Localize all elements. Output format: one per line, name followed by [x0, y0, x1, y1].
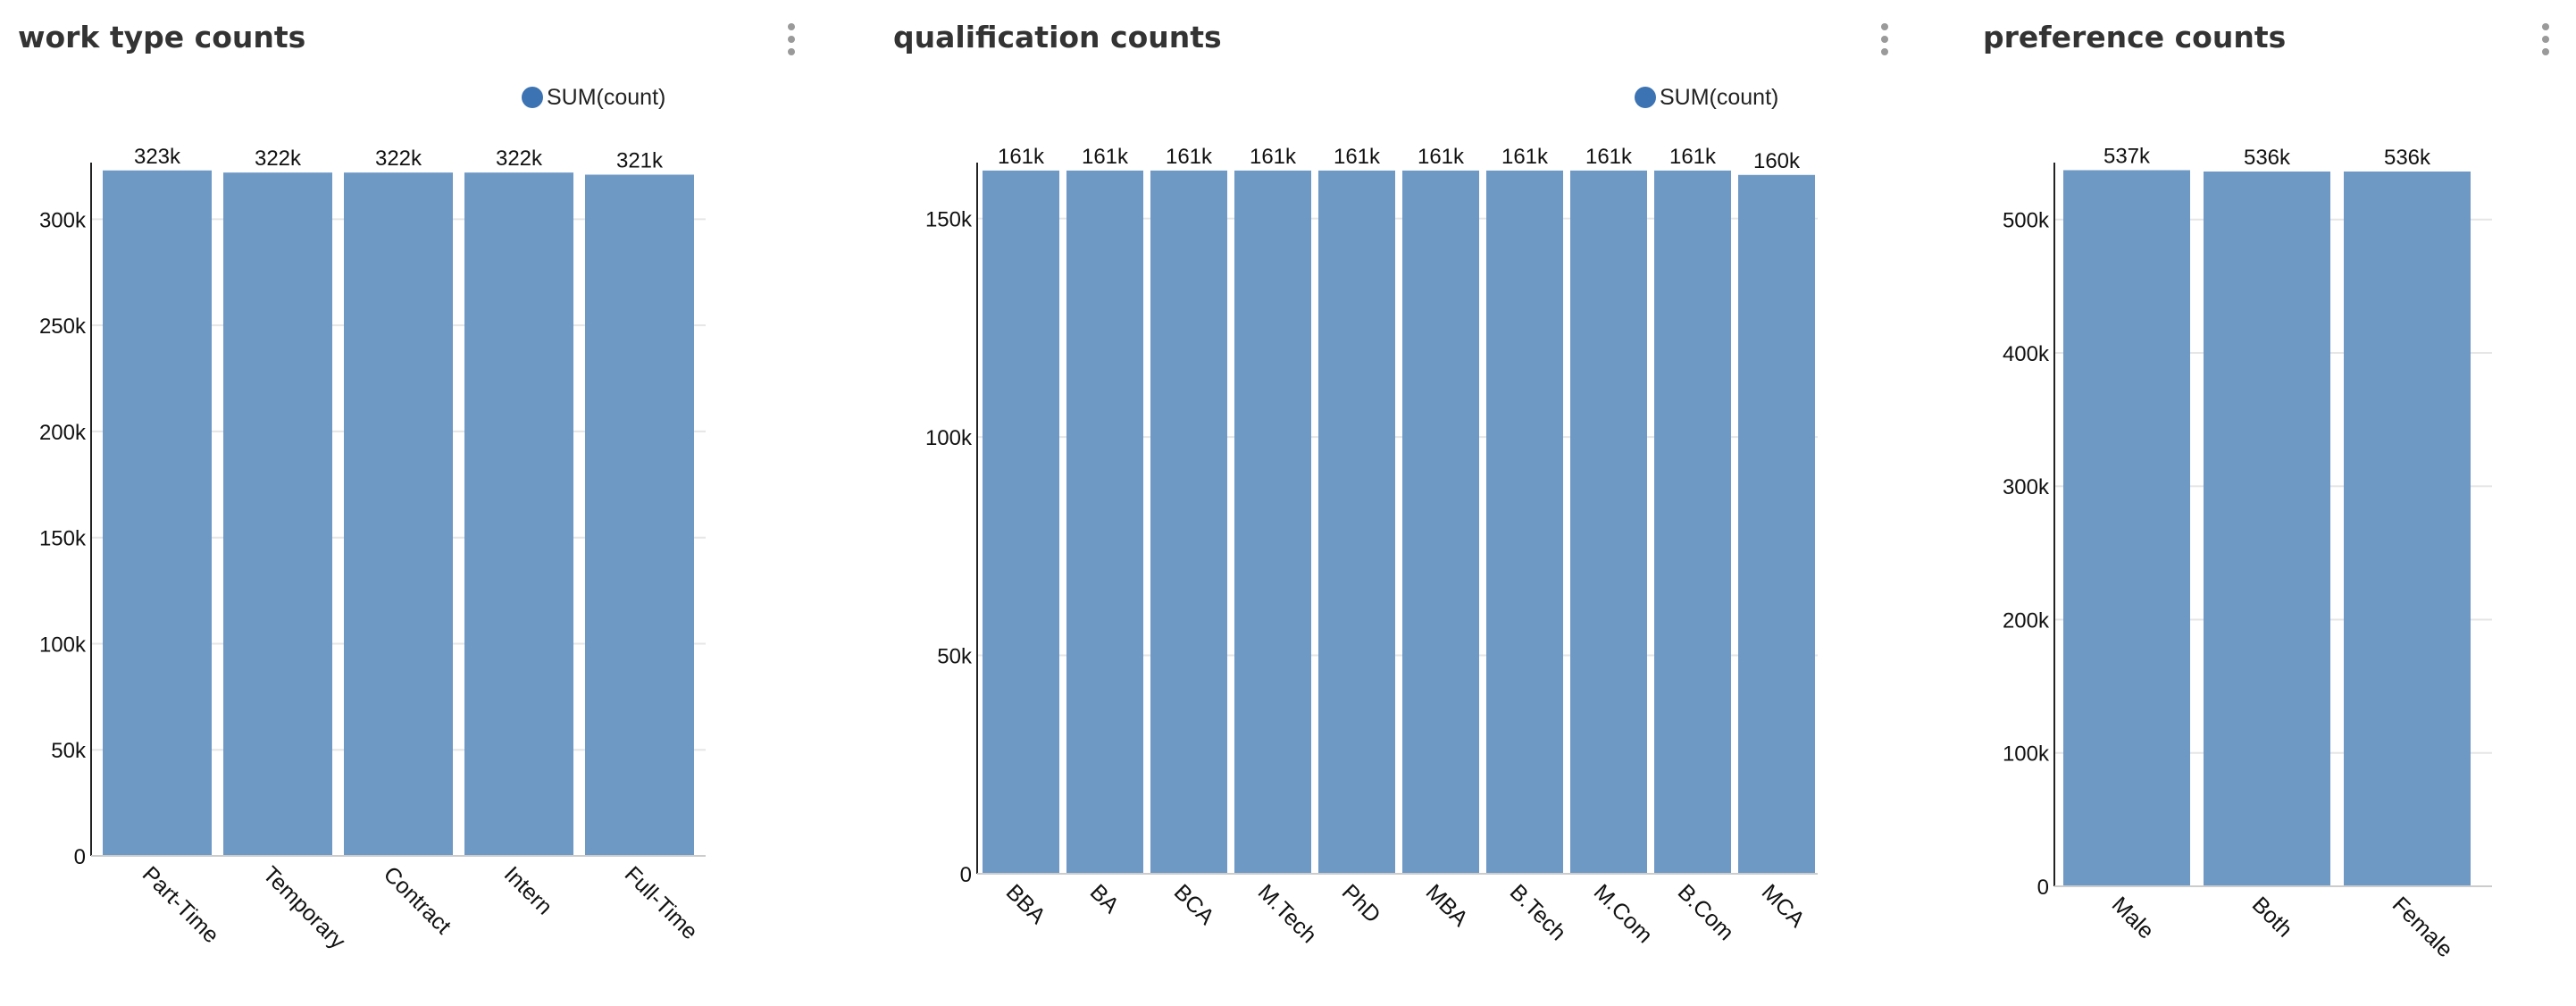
menu-dot	[788, 36, 795, 43]
kebab-menu-icon[interactable]	[782, 23, 800, 57]
data-label: 161k	[1501, 145, 1549, 169]
bar[interactable]	[2063, 170, 2190, 886]
y-tick-label: 100k	[925, 426, 973, 450]
bar-chart: 0 100k 200k 300k 400k 500k 537k 536k 536k Male Bot…	[2003, 144, 2492, 962]
bar[interactable]	[464, 172, 573, 856]
x-tick-label: Both	[2247, 892, 2297, 942]
x-tick-label: PhD	[1337, 879, 1385, 927]
legend-label: SUM(count)	[1660, 84, 1779, 110]
panel-title: qualification counts	[893, 20, 1222, 54]
y-tick-label: 100k	[2003, 742, 2050, 767]
bar[interactable]	[2344, 171, 2471, 887]
menu-dot	[1881, 48, 1888, 55]
legend-dot-icon	[522, 87, 543, 108]
menu-dot	[1881, 23, 1888, 30]
bar[interactable]	[1486, 170, 1563, 874]
legend-label: SUM(count)	[547, 84, 666, 110]
menu-dot	[2542, 36, 2549, 43]
bar[interactable]	[1738, 174, 1815, 874]
data-label: 161k	[1418, 145, 1465, 169]
bar-chart: 0 50k 100k 150k 200k 250k 300k 323k 322k 322k 322k…	[39, 145, 706, 954]
legend-dot-icon	[1635, 87, 1656, 108]
bar[interactable]	[1654, 170, 1731, 874]
work-type-panel: work type counts SUM(count) 0 50k 100k 150k…	[0, 0, 875, 1006]
data-label: 322k	[496, 147, 543, 171]
y-tick-label: 300k	[2003, 475, 2050, 499]
panel-title: preference counts	[1983, 20, 2287, 54]
bar[interactable]	[1066, 170, 1143, 874]
menu-dot	[2542, 23, 2549, 30]
y-tick-label: 0	[2037, 876, 2049, 900]
x-tick-label: MBA	[1421, 879, 1473, 931]
y-tick-label: 400k	[2003, 342, 2050, 366]
menu-dot	[2542, 48, 2549, 55]
x-tick-label: Full-Time	[620, 861, 703, 944]
bar-chart: 0 50k 100k 150k 161k 161k 161k 161k 161k 161k 161k…	[925, 145, 1818, 948]
data-label: 161k	[1334, 145, 1381, 169]
x-tick-label: Male	[2107, 892, 2159, 943]
bar[interactable]	[344, 172, 453, 856]
x-tick-label: B.Com	[1673, 879, 1739, 945]
bar[interactable]	[983, 170, 1059, 874]
x-tick-label: Part-Time	[138, 861, 224, 948]
y-tick-label: 100k	[39, 633, 87, 657]
data-label: 161k	[1585, 145, 1633, 169]
data-label: 536k	[2384, 146, 2431, 170]
bar[interactable]	[1318, 170, 1395, 874]
panel-title: work type counts	[18, 20, 306, 54]
y-tick-label: 150k	[925, 208, 973, 232]
menu-dot	[788, 48, 795, 55]
preference-panel: preference counts 0 100k 200k 300k 400k 500k 5…	[1965, 0, 2576, 1006]
bar[interactable]	[223, 172, 332, 856]
legend[interactable]: SUM(count)	[1635, 82, 1778, 113]
x-tick-label: MCA	[1757, 879, 1810, 932]
data-label: 321k	[616, 149, 664, 173]
bar[interactable]	[1402, 170, 1479, 874]
x-tick-label: BA	[1085, 879, 1125, 918]
kebab-menu-icon[interactable]	[1876, 23, 1894, 57]
y-tick-label: 200k	[2003, 608, 2050, 633]
y-tick-label: 150k	[39, 527, 87, 551]
qualification-panel: qualification counts SUM(count) 0 50k 100k…	[875, 0, 1911, 1006]
y-tick-label: 50k	[51, 739, 87, 763]
data-label: 161k	[1166, 145, 1213, 169]
data-label: 161k	[1250, 145, 1297, 169]
data-label: 323k	[134, 145, 181, 169]
bar[interactable]	[103, 170, 212, 857]
x-tick-label: BCA	[1169, 879, 1219, 929]
x-tick-label: Female	[2388, 892, 2458, 962]
x-tick-label: BBA	[1001, 879, 1050, 928]
data-label: 536k	[2244, 146, 2291, 170]
x-tick-label: B.Tech	[1505, 879, 1571, 945]
legend[interactable]: SUM(count)	[522, 82, 665, 113]
y-tick-label: 300k	[39, 208, 87, 232]
menu-dot	[788, 23, 795, 30]
bar[interactable]	[1150, 170, 1227, 874]
data-label: 537k	[2103, 144, 2151, 168]
bar[interactable]	[1570, 170, 1647, 874]
y-tick-label: 500k	[2003, 209, 2050, 233]
bar[interactable]	[585, 174, 694, 857]
bar[interactable]	[2204, 171, 2330, 887]
x-tick-label: Contract	[379, 861, 456, 939]
bar[interactable]	[1234, 170, 1311, 874]
data-label: 161k	[1082, 145, 1129, 169]
x-tick-label: Intern	[499, 861, 557, 919]
data-label: 322k	[255, 147, 302, 171]
y-tick-label: 0	[960, 863, 972, 887]
y-tick-label: 250k	[39, 314, 87, 339]
x-tick-label: M.Com	[1589, 879, 1658, 948]
data-label: 161k	[998, 145, 1045, 169]
y-tick-label: 0	[74, 845, 86, 869]
x-tick-label: M.Tech	[1253, 879, 1322, 948]
data-label: 161k	[1669, 145, 1717, 169]
y-tick-label: 50k	[937, 645, 973, 669]
y-tick-label: 200k	[39, 421, 87, 445]
menu-dot	[1881, 36, 1888, 43]
kebab-menu-icon[interactable]	[2537, 23, 2555, 57]
x-tick-label: Temporary	[258, 861, 351, 954]
data-label: 322k	[375, 147, 422, 171]
data-label: 160k	[1753, 149, 1801, 173]
